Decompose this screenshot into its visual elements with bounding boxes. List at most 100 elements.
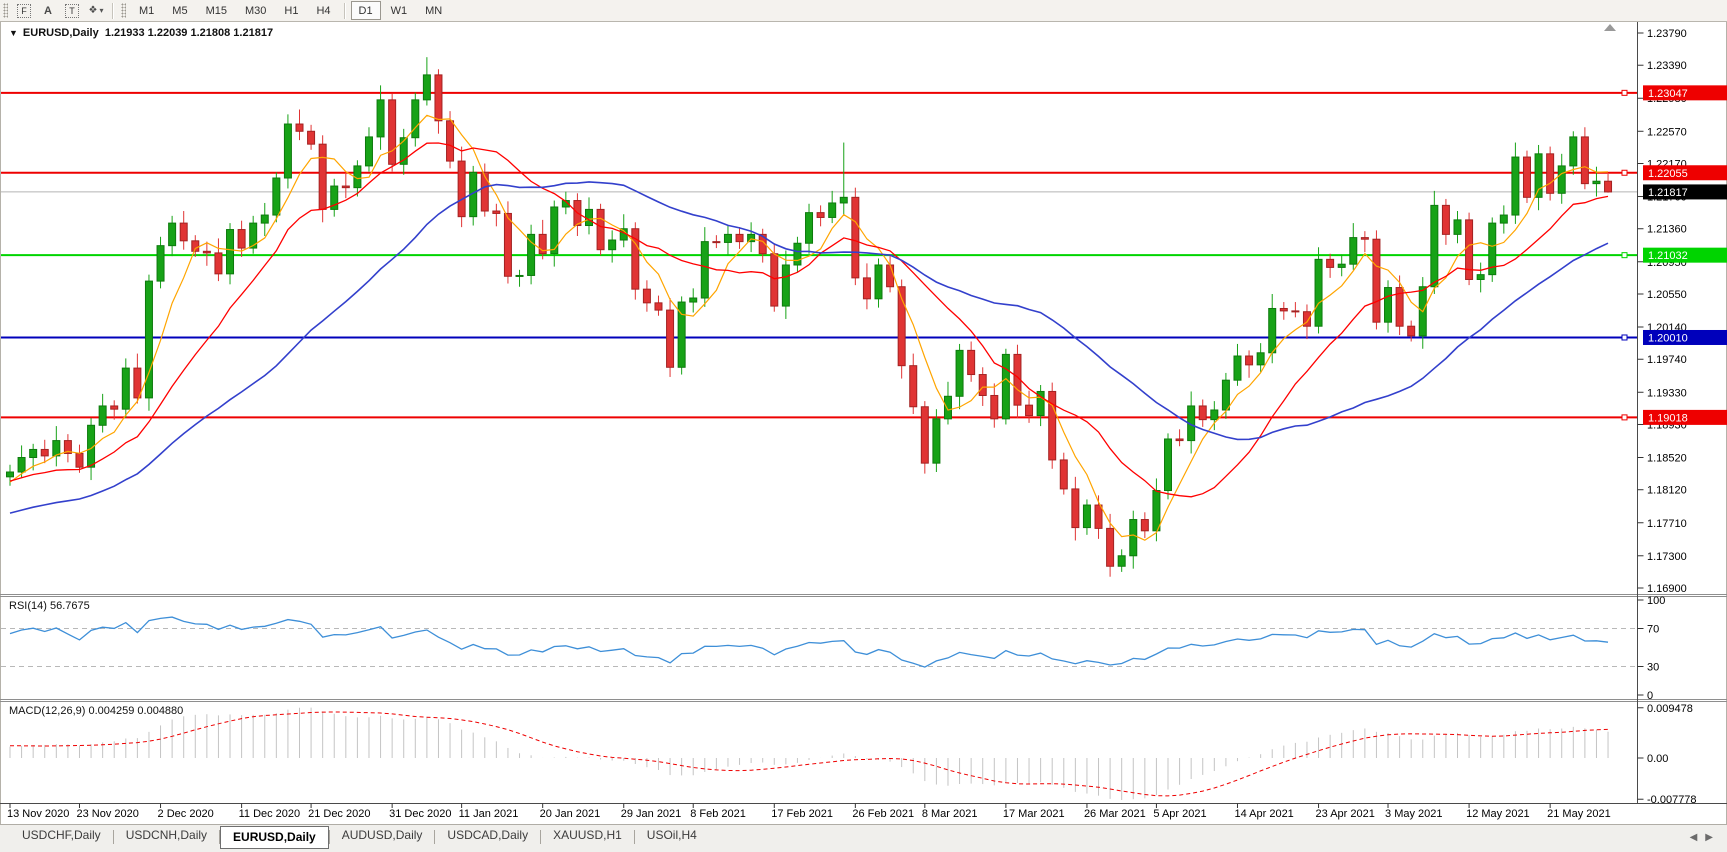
toolbar-grip[interactable] <box>3 3 8 18</box>
ma-mid-line <box>9 142 1609 498</box>
candle-body <box>29 448 38 459</box>
candle-body <box>6 471 14 478</box>
candle-body <box>967 349 976 376</box>
tab-scroll-right-icon[interactable]: ▶ <box>1705 832 1721 843</box>
candle-body <box>1337 263 1346 268</box>
candle-body <box>1407 325 1416 337</box>
candle-body <box>1059 459 1068 490</box>
candle-body <box>689 297 698 303</box>
candle-body <box>758 233 767 255</box>
candle-body <box>1430 204 1439 288</box>
chart-tab-usdcad-daily[interactable]: USDCAD,Daily <box>447 828 529 842</box>
chart-tab-eurusd-daily[interactable]: EURUSD,Daily <box>220 826 329 849</box>
candle-body <box>1580 136 1589 185</box>
candle-body <box>561 200 570 208</box>
date-axis-label: 2 Dec 2020 <box>158 808 214 820</box>
candle-body <box>446 120 455 162</box>
text-tool-button[interactable]: A <box>44 4 52 17</box>
chart-collapse-icon[interactable]: ▼ <box>9 28 18 38</box>
candle-body <box>990 394 999 420</box>
candle-body <box>364 136 373 167</box>
chart-tab-usdcnh-daily[interactable]: USDCNH,Daily <box>125 828 208 842</box>
tab-scroll-left-icon[interactable]: ◀ <box>1689 832 1706 843</box>
toolbar-separator <box>112 2 114 19</box>
tab-scroll-arrows[interactable]: ◀▶ <box>1690 832 1721 843</box>
candle-body <box>330 185 339 210</box>
arrows-tool-button[interactable]: ❖ ▾ <box>85 2 107 19</box>
candle-body <box>492 210 501 214</box>
timeframes-toolbar: M1 M5 M15 M30 H1 H4 D1 W1 MN <box>130 1 451 20</box>
timeframe-separator <box>343 2 346 19</box>
date-axis-label: 17 Feb 2021 <box>771 808 833 820</box>
hline-handle-1.20010[interactable] <box>1621 334 1628 341</box>
macd-axis-label: 0.00 <box>1647 753 1668 765</box>
timeframe-button-h1[interactable]: H1 <box>284 4 299 17</box>
timeframe-button-w1[interactable]: W1 <box>390 4 408 17</box>
candle-body <box>1453 219 1462 235</box>
timeframe-button-m5[interactable]: M5 <box>172 4 188 17</box>
chart-ohlc-values: 1.21933 1.22039 1.21808 1.21817 <box>104 27 274 39</box>
candle-body <box>121 367 130 410</box>
hline-handle-1.19018[interactable] <box>1621 414 1628 421</box>
chart-tab-bar: USDCHF,Daily USDCNH,Daily EURUSD,Daily AUDU… <box>0 824 1727 852</box>
candle-body <box>1557 165 1566 194</box>
candle-body <box>1604 180 1613 193</box>
candle-body <box>434 74 443 122</box>
ma-fast-line <box>9 114 1609 541</box>
date-axis-label: 3 May 2021 <box>1385 808 1442 820</box>
candle-body <box>1164 438 1172 492</box>
chart-tab-audusd-daily[interactable]: AUDUSD,Daily <box>341 828 423 842</box>
candle-body <box>1395 287 1404 327</box>
candle-body <box>978 374 987 396</box>
timeframe-button-d1[interactable]: D1 <box>350 1 381 20</box>
candle-body <box>272 177 281 216</box>
candle-body <box>283 123 292 179</box>
timeframe-button-mn[interactable]: MN <box>425 4 443 17</box>
candle-body <box>805 212 814 244</box>
candle-body <box>1001 353 1010 420</box>
fibonacci-tool-button[interactable]: F <box>13 2 35 19</box>
candle-body <box>1441 204 1450 235</box>
price-axis-label: 1.23790 <box>1647 28 1687 40</box>
candle-body <box>318 143 327 210</box>
date-axis-label: 21 Dec 2020 <box>308 808 370 820</box>
hline-1.20010-badge-label: 1.20010 <box>1648 332 1688 344</box>
candle-body <box>295 123 304 132</box>
timeframe-button-m30[interactable]: M30 <box>244 4 267 17</box>
chart-symbol-label: EURUSD,Daily <box>22 27 99 39</box>
hline-handle-1.21032[interactable] <box>1621 252 1628 259</box>
hline-1.22055-badge-label: 1.22055 <box>1648 168 1688 180</box>
candle-body <box>955 349 964 397</box>
candle-body <box>1546 153 1555 194</box>
timeframe-button-h4[interactable]: H4 <box>316 4 331 17</box>
candle-body <box>1465 219 1474 280</box>
hline-1.21032-badge-label: 1.21032 <box>1648 250 1688 262</box>
hline-handle-1.23047[interactable] <box>1621 89 1628 96</box>
candle-body <box>677 301 686 368</box>
candle-body <box>17 457 26 473</box>
hline-handle-1.22055[interactable] <box>1621 169 1628 176</box>
candle-body <box>585 208 593 227</box>
tab-divider <box>328 830 330 844</box>
text-label-tool-button[interactable]: T <box>61 2 83 19</box>
candle-body <box>1256 352 1265 366</box>
timeframe-button-m15[interactable]: M15 <box>205 4 227 17</box>
candle-body <box>770 253 779 307</box>
candle-body <box>515 274 524 277</box>
date-axis-label: 21 May 2021 <box>1547 808 1611 820</box>
chart-tab-usoil-h4[interactable]: USOil,H4 <box>646 828 697 842</box>
chart-tab-usdchf-daily[interactable]: USDCHF,Daily <box>22 828 101 842</box>
macd-axis-label: -0.007778 <box>1647 794 1697 806</box>
candle-body <box>1302 311 1311 327</box>
candle-body <box>168 222 177 247</box>
candle-body <box>52 440 61 457</box>
toolbar: F A T ❖ ▾ M1 M5 M15 M30 H1 H4 D1 W1 MN <box>0 0 1727 22</box>
macd-label: MACD(12,26,9) 0.004259 0.004880 <box>9 705 184 717</box>
candle-body <box>781 264 790 307</box>
rsi-axis-label: 100 <box>1647 595 1665 607</box>
timeframe-button-m1[interactable]: M1 <box>139 4 155 17</box>
candle-body <box>214 252 223 275</box>
chart-tab-xauusd-h1[interactable]: XAUUSD,H1 <box>553 828 622 842</box>
toolbar-grip-2[interactable] <box>121 3 126 18</box>
